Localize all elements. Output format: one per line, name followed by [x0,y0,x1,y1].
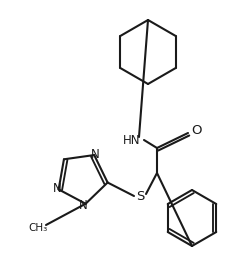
Text: S: S [136,190,144,202]
Text: N: N [79,199,88,212]
Text: O: O [191,124,201,136]
Text: HN: HN [123,134,141,147]
Text: N: N [91,148,100,160]
Text: CH₃: CH₃ [28,223,48,233]
Text: N: N [53,182,62,195]
